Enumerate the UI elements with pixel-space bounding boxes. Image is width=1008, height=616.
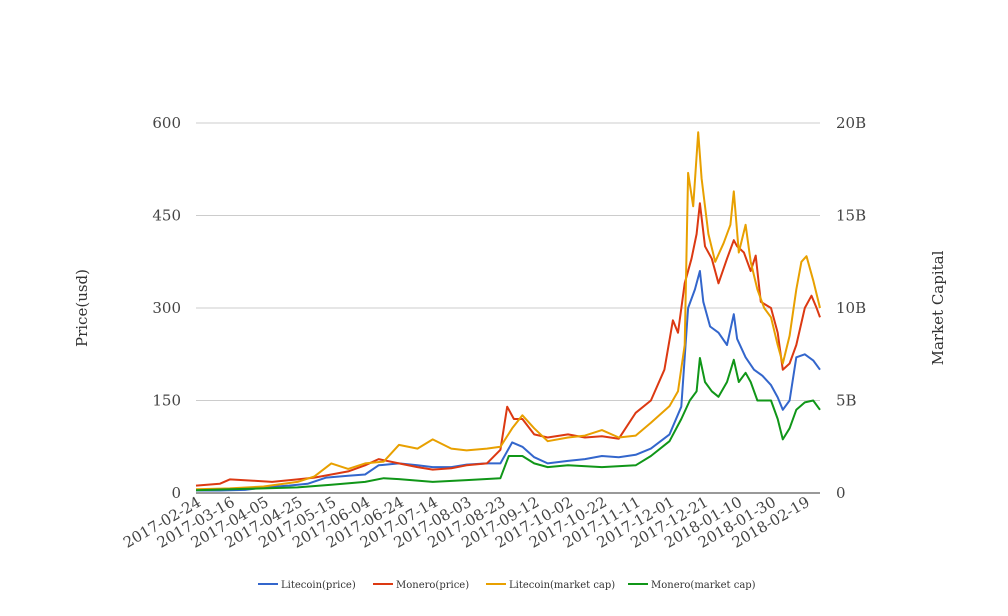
y-axis-title-left: Price(usd) xyxy=(73,269,91,347)
legend-label: Monero(price) xyxy=(396,580,469,591)
series-line-2 xyxy=(195,131,821,491)
left-tick-label: 600 xyxy=(152,114,181,132)
legend-item: Litecoin(market cap) xyxy=(486,580,615,591)
legend-label: Litecoin(price) xyxy=(281,580,356,591)
right-tick-label: 10B xyxy=(836,299,866,317)
series-lines xyxy=(195,131,821,492)
right-tick-label: 0 xyxy=(836,484,846,502)
legend-label: Monero(market cap) xyxy=(651,580,756,591)
legend-item: Monero(price) xyxy=(373,580,469,591)
x-axis-ticks: 2017-02-242017-03-162017-04-052017-04-25… xyxy=(120,493,813,552)
left-tick-label: 450 xyxy=(152,207,181,225)
left-tick-label: 0 xyxy=(171,484,181,502)
y-axis-title-right: Market Capital xyxy=(929,250,947,365)
legend-item: Litecoin(price) xyxy=(258,580,356,591)
series-line-3 xyxy=(195,357,821,492)
right-tick-label: 15B xyxy=(836,207,866,225)
series-line-0 xyxy=(196,270,821,492)
right-tick-label: 5B xyxy=(836,392,857,410)
legend-item: Monero(market cap) xyxy=(628,580,756,591)
left-tick-label: 300 xyxy=(152,299,181,317)
legend-label: Litecoin(market cap) xyxy=(509,580,615,591)
right-tick-label: 20B xyxy=(836,114,866,132)
right-axis-ticks: 0 5B 10B 15B 20B xyxy=(836,114,866,502)
left-tick-label: 150 xyxy=(152,392,181,410)
series-line-1 xyxy=(195,202,821,487)
legend: Litecoin(price) Monero(price) Litecoin(mar… xyxy=(258,580,756,591)
gridlines xyxy=(196,122,820,401)
left-axis-ticks: 0 150 300 450 600 xyxy=(152,114,181,502)
